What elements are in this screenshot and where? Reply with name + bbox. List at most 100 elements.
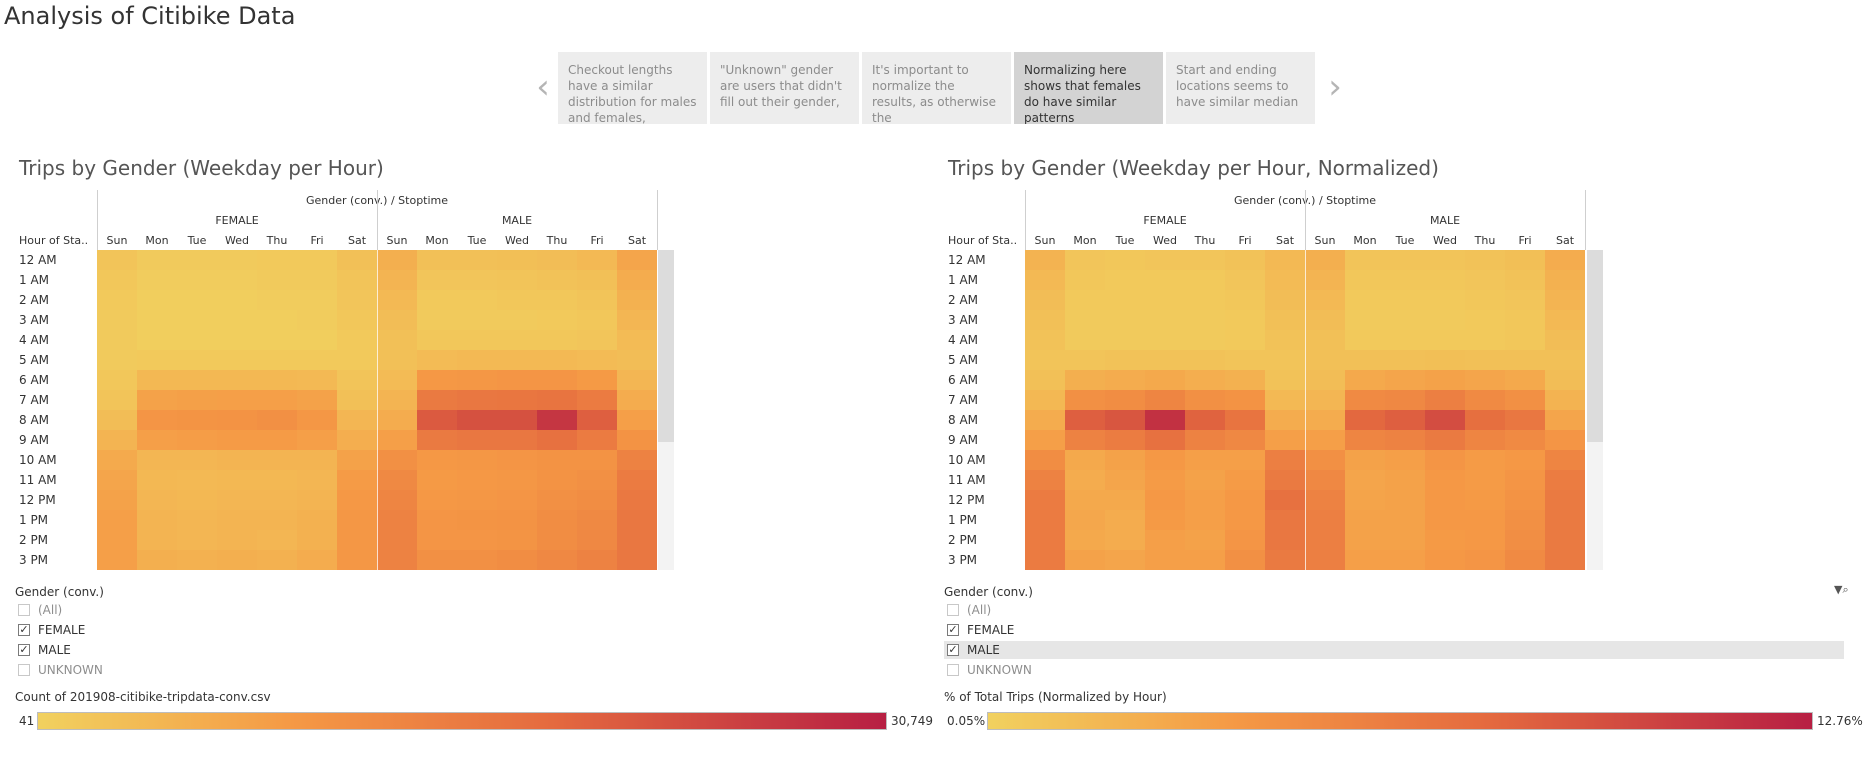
heatmap-cell[interactable] [377,290,417,310]
heatmap-cell[interactable] [1505,250,1545,270]
heatmap-cell[interactable] [297,290,337,310]
heatmap-cell[interactable] [1425,330,1465,350]
heatmap-cell[interactable] [537,470,577,490]
heatmap-cell[interactable] [577,410,617,430]
heatmap-cell[interactable] [1105,450,1145,470]
heatmap-cell[interactable] [97,470,137,490]
heatmap-cell[interactable] [217,410,257,430]
heatmap-cell[interactable] [1105,290,1145,310]
heatmap-cell[interactable] [1385,390,1425,410]
heatmap-cell[interactable] [1465,330,1505,350]
heatmap-cell[interactable] [1065,250,1105,270]
heatmap-cell[interactable] [577,310,617,330]
heatmap-cell[interactable] [617,410,657,430]
heatmap-cell[interactable] [1305,310,1345,330]
heatmap-cell[interactable] [577,490,617,510]
heatmap-cell[interactable] [1465,490,1505,510]
heatmap-cell[interactable] [1345,470,1385,490]
heatmap-cell[interactable] [97,330,137,350]
heatmap-cell[interactable] [1545,250,1585,270]
heatmap-cell[interactable] [497,490,537,510]
heatmap-cell[interactable] [417,470,457,490]
heatmap-cell[interactable] [1505,430,1545,450]
heatmap-cell[interactable] [1425,450,1465,470]
heatmap-cell[interactable] [1505,550,1545,570]
heatmap-cell[interactable] [1145,550,1185,570]
heatmap-cell[interactable] [1225,270,1265,290]
heatmap-cell[interactable] [1505,410,1545,430]
heatmap-cell[interactable] [1305,270,1345,290]
heatmap-cell[interactable] [297,390,337,410]
story-point-2[interactable]: "Unknown" gender are users that didn't f… [710,52,859,124]
heatmap-cell[interactable] [617,430,657,450]
heatmap-cell[interactable] [577,330,617,350]
heatmap-cell[interactable] [337,350,377,370]
story-prev-arrow-icon[interactable]: ‹ [536,67,550,107]
heatmap-cell[interactable] [1385,430,1425,450]
heatmap-cell[interactable] [1505,330,1545,350]
heatmap-cell[interactable] [1425,270,1465,290]
heatmap-cell[interactable] [1225,250,1265,270]
heatmap-cell[interactable] [297,470,337,490]
heatmap-cell[interactable] [137,530,177,550]
heatmap-cell[interactable] [337,430,377,450]
heatmap-cell[interactable] [1185,370,1225,390]
heatmap-cell[interactable] [497,450,537,470]
heatmap-cell[interactable] [577,390,617,410]
heatmap-cell[interactable] [1145,310,1185,330]
heatmap-cell[interactable] [377,530,417,550]
heatmap-cell[interactable] [217,550,257,570]
heatmap-cell[interactable] [257,290,297,310]
heatmap-cell[interactable] [617,350,657,370]
heatmap-cell[interactable] [137,410,177,430]
heatmap-cell[interactable] [377,310,417,330]
heatmap-cell[interactable] [1025,530,1065,550]
heatmap-cell[interactable] [1425,350,1465,370]
heatmap-cell[interactable] [457,530,497,550]
heatmap-cell[interactable] [497,530,537,550]
heatmap-cell[interactable] [457,430,497,450]
heatmap-cell[interactable] [1185,510,1225,530]
heatmap-cell[interactable] [577,350,617,370]
heatmap-cell[interactable] [137,390,177,410]
heatmap-cell[interactable] [1225,430,1265,450]
heatmap-cell[interactable] [537,450,577,470]
heatmap-cell[interactable] [1145,390,1185,410]
heatmap-cell[interactable] [1145,350,1185,370]
heatmap-cell[interactable] [217,490,257,510]
heatmap-cell[interactable] [537,350,577,370]
heatmap-cell[interactable] [97,450,137,470]
heatmap-cell[interactable] [337,250,377,270]
heatmap-cell[interactable] [177,530,217,550]
heatmap-cell[interactable] [1225,350,1265,370]
heatmap-cell[interactable] [1225,490,1265,510]
heatmap-cell[interactable] [1305,370,1345,390]
heatmap-cell[interactable] [337,510,377,530]
heatmap-cell[interactable] [1185,330,1225,350]
heatmap-cell[interactable] [417,530,457,550]
heatmap-cell[interactable] [97,390,137,410]
heatmap-cell[interactable] [1265,450,1305,470]
heatmap-cell[interactable] [1185,250,1225,270]
heatmap-cell[interactable] [1505,530,1545,550]
heatmap-cell[interactable] [1265,350,1305,370]
scrollbar-thumb[interactable] [658,250,674,442]
heatmap-cell[interactable] [377,490,417,510]
heatmap-cell[interactable] [257,310,297,330]
heatmap-cell[interactable] [1225,510,1265,530]
heatmap-cell[interactable] [97,490,137,510]
heatmap-cell[interactable] [1185,290,1225,310]
heatmap-cell[interactable] [177,350,217,370]
heatmap-cell[interactable] [1425,310,1465,330]
heatmap-cell[interactable] [457,330,497,350]
heatmap-cell[interactable] [1145,510,1185,530]
heatmap-cell[interactable] [1345,270,1385,290]
heatmap-cell[interactable] [1105,490,1145,510]
heatmap-cell[interactable] [1345,330,1385,350]
heatmap-cell[interactable] [1465,350,1505,370]
heatmap-cell[interactable] [177,550,217,570]
heatmap-cell[interactable] [1345,370,1385,390]
heatmap-cell[interactable] [1145,430,1185,450]
heatmap-cell[interactable] [1185,410,1225,430]
heatmap-cell[interactable] [617,470,657,490]
